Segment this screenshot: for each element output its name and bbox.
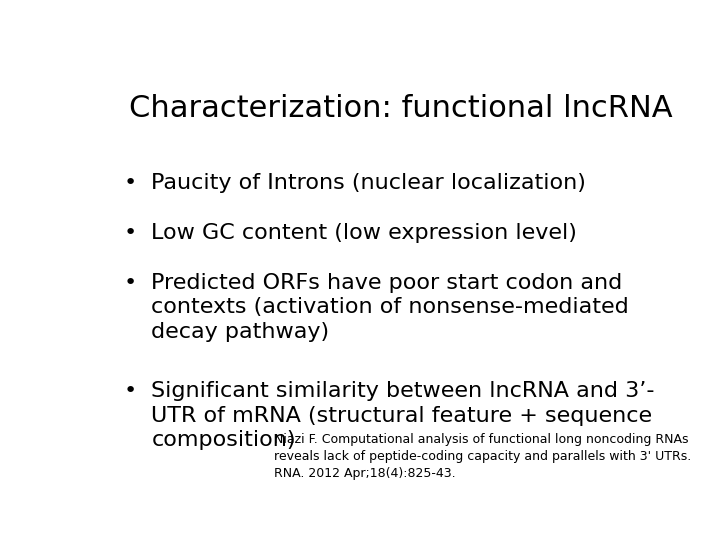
Text: •: • [124,223,137,243]
Text: Niazi F. Computational analysis of functional long noncoding RNAs
reveals lack o: Niazi F. Computational analysis of funct… [274,433,691,480]
Text: Low GC content (low expression level): Low GC content (low expression level) [151,223,577,243]
Text: Predicted ORFs have poor start codon and
contexts (activation of nonsense-mediat: Predicted ORFs have poor start codon and… [151,273,629,342]
Text: Characterization: functional lncRNA: Characterization: functional lncRNA [129,94,672,123]
Text: •: • [124,173,137,193]
Text: •: • [124,381,137,401]
Text: Paucity of Introns (nuclear localization): Paucity of Introns (nuclear localization… [151,173,586,193]
Text: Significant similarity between lncRNA and 3’-
UTR of mRNA (structural feature + : Significant similarity between lncRNA an… [151,381,655,450]
Text: •: • [124,273,137,293]
